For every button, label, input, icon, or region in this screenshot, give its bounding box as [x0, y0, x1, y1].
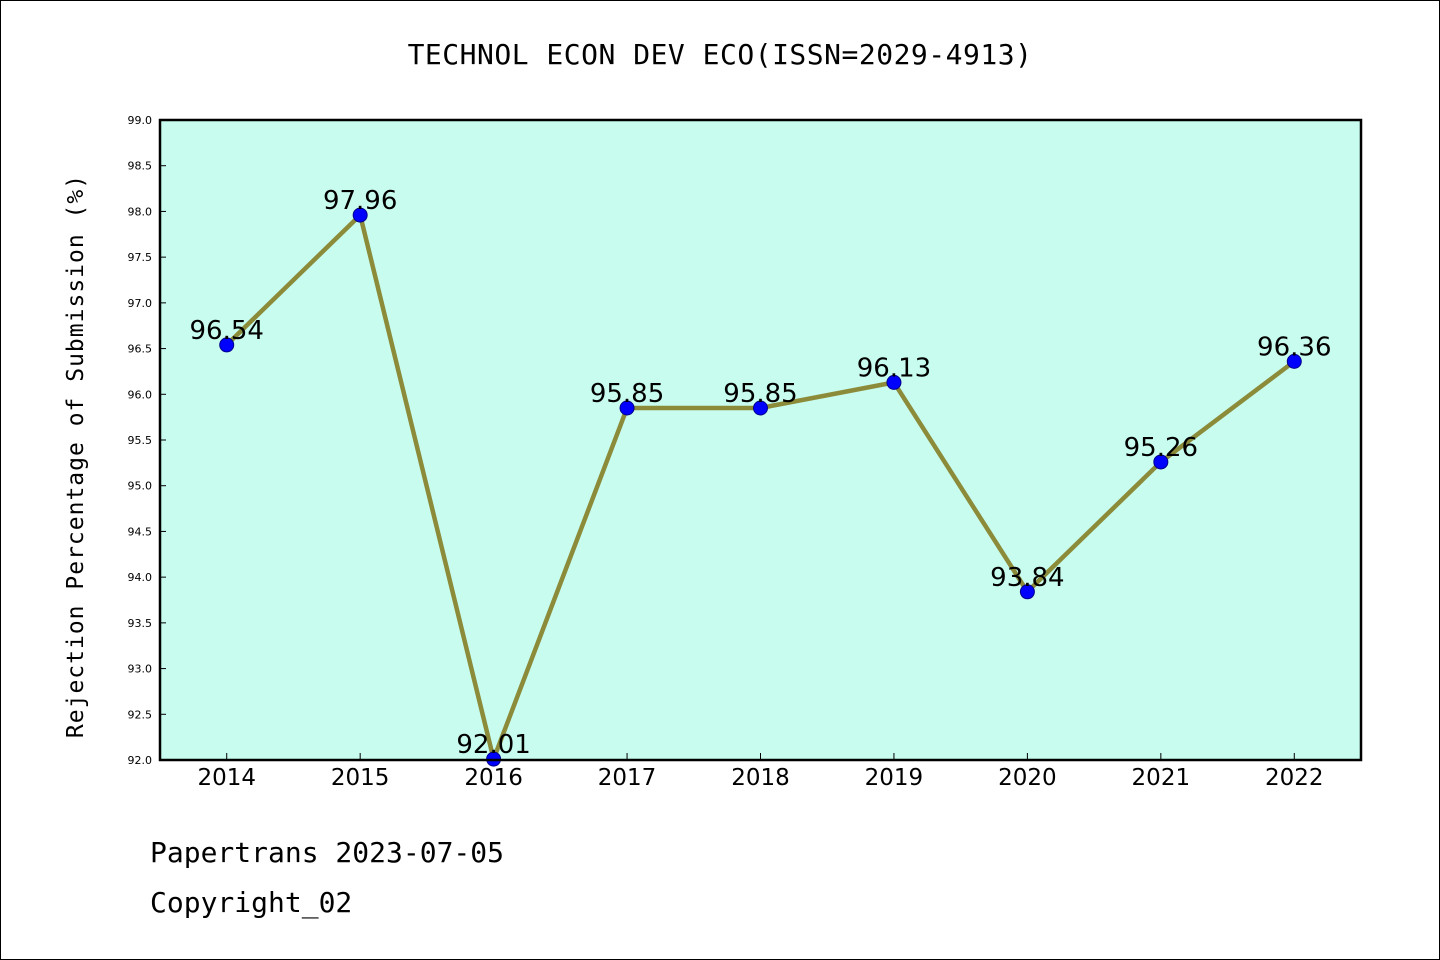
x-tick-label: 2015 — [331, 765, 390, 791]
y-tick-label: 93.0 — [128, 663, 153, 676]
x-tick-label: 2021 — [1132, 765, 1191, 791]
data-label: 97.96 — [323, 186, 397, 216]
x-tick-label: 2022 — [1265, 765, 1324, 791]
plot-area — [160, 120, 1361, 760]
data-label: 96.54 — [190, 316, 264, 346]
y-tick-label: 96.0 — [128, 388, 153, 401]
data-label: 96.36 — [1257, 332, 1331, 362]
x-tick-label: 2014 — [197, 765, 256, 791]
y-axis: 92.0 92.5 93.0 93.5 94.0 94.5 95.0 95.5 96.0 96.5… — [128, 114, 166, 767]
x-tick-label: 2019 — [865, 765, 924, 791]
y-tick-label: 97.5 — [128, 251, 153, 264]
y-tick-label: 94.5 — [128, 525, 153, 538]
data-label-group: 96.54 97.96 92.01 95.85 95.85 96.13 93.84 95.26… — [190, 186, 1332, 760]
footer-copyright: Copyright_02 — [150, 886, 353, 919]
data-point-marker — [753, 400, 768, 416]
x-axis: 2014 2015 2016 2017 2018 2019 2020 2021 2022 — [197, 753, 1324, 791]
y-tick-label: 92.0 — [128, 754, 153, 767]
y-tick-label: 94.0 — [128, 571, 153, 584]
data-point-marker — [1286, 353, 1302, 369]
chart-title: TECHNOL ECON DEV ECO(ISSN=2029-4913) — [407, 38, 1033, 71]
data-point-marker — [619, 400, 635, 416]
y-tick-label: 95.5 — [128, 434, 153, 447]
y-tick-label: 93.5 — [128, 617, 153, 630]
x-tick-label: 2017 — [598, 765, 657, 791]
x-tick-label: 2018 — [731, 765, 790, 791]
data-point-marker — [219, 337, 235, 353]
data-point-marker — [886, 374, 902, 390]
y-tick-label: 92.5 — [128, 708, 153, 721]
y-tick-label: 96.5 — [128, 343, 153, 356]
data-point-marker — [352, 207, 368, 223]
data-label: 96.13 — [857, 353, 931, 383]
y-tick-label: 98.0 — [128, 205, 153, 218]
data-label: 95.26 — [1124, 433, 1198, 463]
data-point-marker — [1019, 584, 1035, 600]
plot-border — [158, 118, 1363, 762]
y-tick-label: 98.5 — [128, 160, 153, 173]
x-tick-label: 2020 — [998, 765, 1057, 791]
data-label: 93.84 — [990, 563, 1064, 593]
data-label: 95.85 — [590, 379, 664, 409]
data-label: 92.01 — [456, 730, 530, 760]
y-tick-label: 97.0 — [128, 297, 153, 310]
footer-date-line: Papertrans 2023-07-05 — [150, 836, 505, 869]
y-tick-label: 95.0 — [128, 480, 153, 493]
data-label: 95.85 — [723, 379, 797, 409]
x-tick-label: 2016 — [464, 765, 523, 791]
data-point-marker — [1153, 454, 1169, 470]
y-tick-label: 99.0 — [128, 114, 153, 127]
